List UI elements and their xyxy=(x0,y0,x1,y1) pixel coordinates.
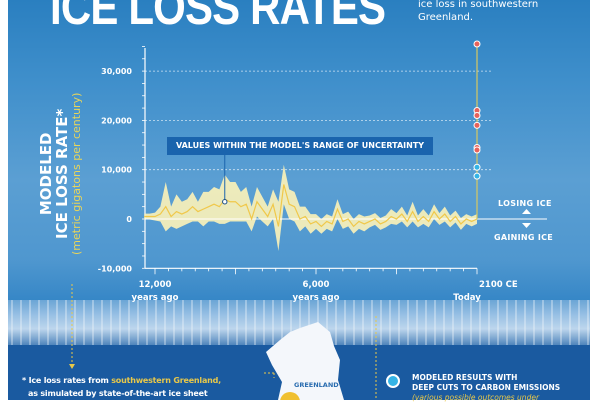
x-tick-label: 12,000 xyxy=(139,280,172,290)
high-emissions-point xyxy=(473,121,481,129)
gaining-ice-label: GAINING ICE xyxy=(494,233,554,242)
deep-cuts-point xyxy=(473,172,481,180)
y-tick-label: 30,000 xyxy=(101,67,132,76)
median-line xyxy=(144,184,478,228)
chart: -10,000 0 10,000 20,000 30,000 12,000 years ag… xyxy=(98,40,518,303)
region-highlight xyxy=(280,392,300,400)
legend-title: DEEP CUTS TO CARBON EMISSIONS xyxy=(412,383,561,392)
subtitle-line: ice loss in southwestern xyxy=(418,0,539,10)
arrow-down-icon xyxy=(522,223,531,228)
losing-ice-label: LOSING ICE xyxy=(498,199,552,208)
footnote: * Ice loss rates from southwestern Green… xyxy=(22,374,221,400)
deep-cuts-legend-icon xyxy=(386,374,400,388)
arrow-down-icon xyxy=(69,364,75,369)
greenland-label: GREENLAND xyxy=(294,381,339,389)
footnote-text: * Ice loss rates from xyxy=(22,376,112,385)
footnote-highlight: southwestern Greenland, xyxy=(111,376,222,385)
legend: MODELED RESULTS WITH DEEP CUTS TO CARBON… xyxy=(412,373,560,403)
x-tick-sublabel: years ago xyxy=(293,293,340,303)
high-emissions-point xyxy=(473,111,481,119)
y-tick-label: -10,000 xyxy=(98,264,133,273)
highlight-point xyxy=(222,199,228,205)
x-tick-sublabel: years ago xyxy=(132,293,179,303)
legend-note: (various possible outcomes under xyxy=(412,393,540,402)
y-tick-label: 10,000 xyxy=(101,166,132,175)
high-emissions-point xyxy=(473,146,481,154)
x-tick-label: 6,000 xyxy=(303,280,330,290)
subtitle: ice loss in southwestern Greenland. xyxy=(418,0,588,24)
uncertainty-callout: VALUES WITHIN THE MODEL'S RANGE OF UNCER… xyxy=(167,137,433,155)
arrow-up-icon xyxy=(522,209,531,214)
high-emissions-point xyxy=(473,40,481,48)
subtitle-line: Greenland. xyxy=(418,12,474,23)
deep-cuts-point xyxy=(473,163,481,171)
footnote-line2: as simulated by state-of-the-art ice she… xyxy=(28,389,208,398)
x-tick-sublabel: Today xyxy=(453,293,481,303)
y-tick-label: 20,000 xyxy=(101,116,132,125)
page-title: ICE LOSS RATES xyxy=(50,0,386,35)
uncertainty-band xyxy=(144,164,477,252)
x-tick-label: 2100 CE xyxy=(479,280,518,290)
legend-title: MODELED RESULTS WITH xyxy=(412,373,518,382)
greenland-map xyxy=(266,322,344,400)
y-tick-label: 0 xyxy=(126,215,132,224)
